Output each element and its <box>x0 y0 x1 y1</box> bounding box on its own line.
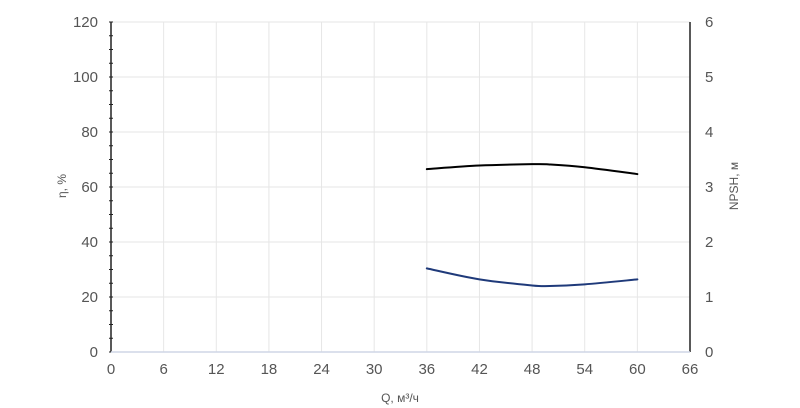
y-left-tick-label: 100 <box>73 69 98 86</box>
y-left-tick-label: 0 <box>90 344 98 361</box>
x-axis-title: Q, м³/ч <box>381 391 419 405</box>
x-tick-label: 24 <box>313 361 330 378</box>
y-left-axis-title: η, % <box>55 174 69 198</box>
y-left-tick-label: 60 <box>81 179 98 196</box>
series-line-npsh <box>425 267 639 288</box>
x-tick-label: 30 <box>366 361 383 378</box>
x-tick-label: 18 <box>261 361 278 378</box>
x-tick-label: 42 <box>471 361 488 378</box>
y-left-tick-label: 40 <box>81 234 98 251</box>
y-right-tick-label: 1 <box>705 289 713 306</box>
y-left-tick-label: 20 <box>81 289 98 306</box>
y-right-tick-label: 5 <box>705 69 713 86</box>
y-right-tick-label: 3 <box>705 179 713 196</box>
x-tick-label: 60 <box>629 361 646 378</box>
grid <box>111 21 691 352</box>
series <box>425 163 639 288</box>
y-right-tick-label: 6 <box>705 14 713 31</box>
y-right-axis-title: NPSH, м <box>727 162 741 210</box>
y-right-tick-label: 4 <box>705 124 713 141</box>
axes <box>110 22 691 353</box>
y-left-tick-label: 80 <box>81 124 98 141</box>
y-left-tick-label: 120 <box>73 14 98 31</box>
x-tick-label: 36 <box>418 361 435 378</box>
x-tick-label: 6 <box>159 361 167 378</box>
x-tick-label: 12 <box>208 361 225 378</box>
tick-labels: 0 6 12 18 24 30 36 42 48 54 60 66020406080100120012… <box>73 14 713 378</box>
x-tick-label: 48 <box>524 361 541 378</box>
series-line-efficiency <box>425 163 639 176</box>
y-right-tick-label: 0 <box>705 344 713 361</box>
x-tick-label: 0 <box>107 361 115 378</box>
y-right-tick-label: 2 <box>705 234 713 251</box>
x-tick-label: 54 <box>576 361 593 378</box>
x-tick-label: 66 <box>682 361 699 378</box>
